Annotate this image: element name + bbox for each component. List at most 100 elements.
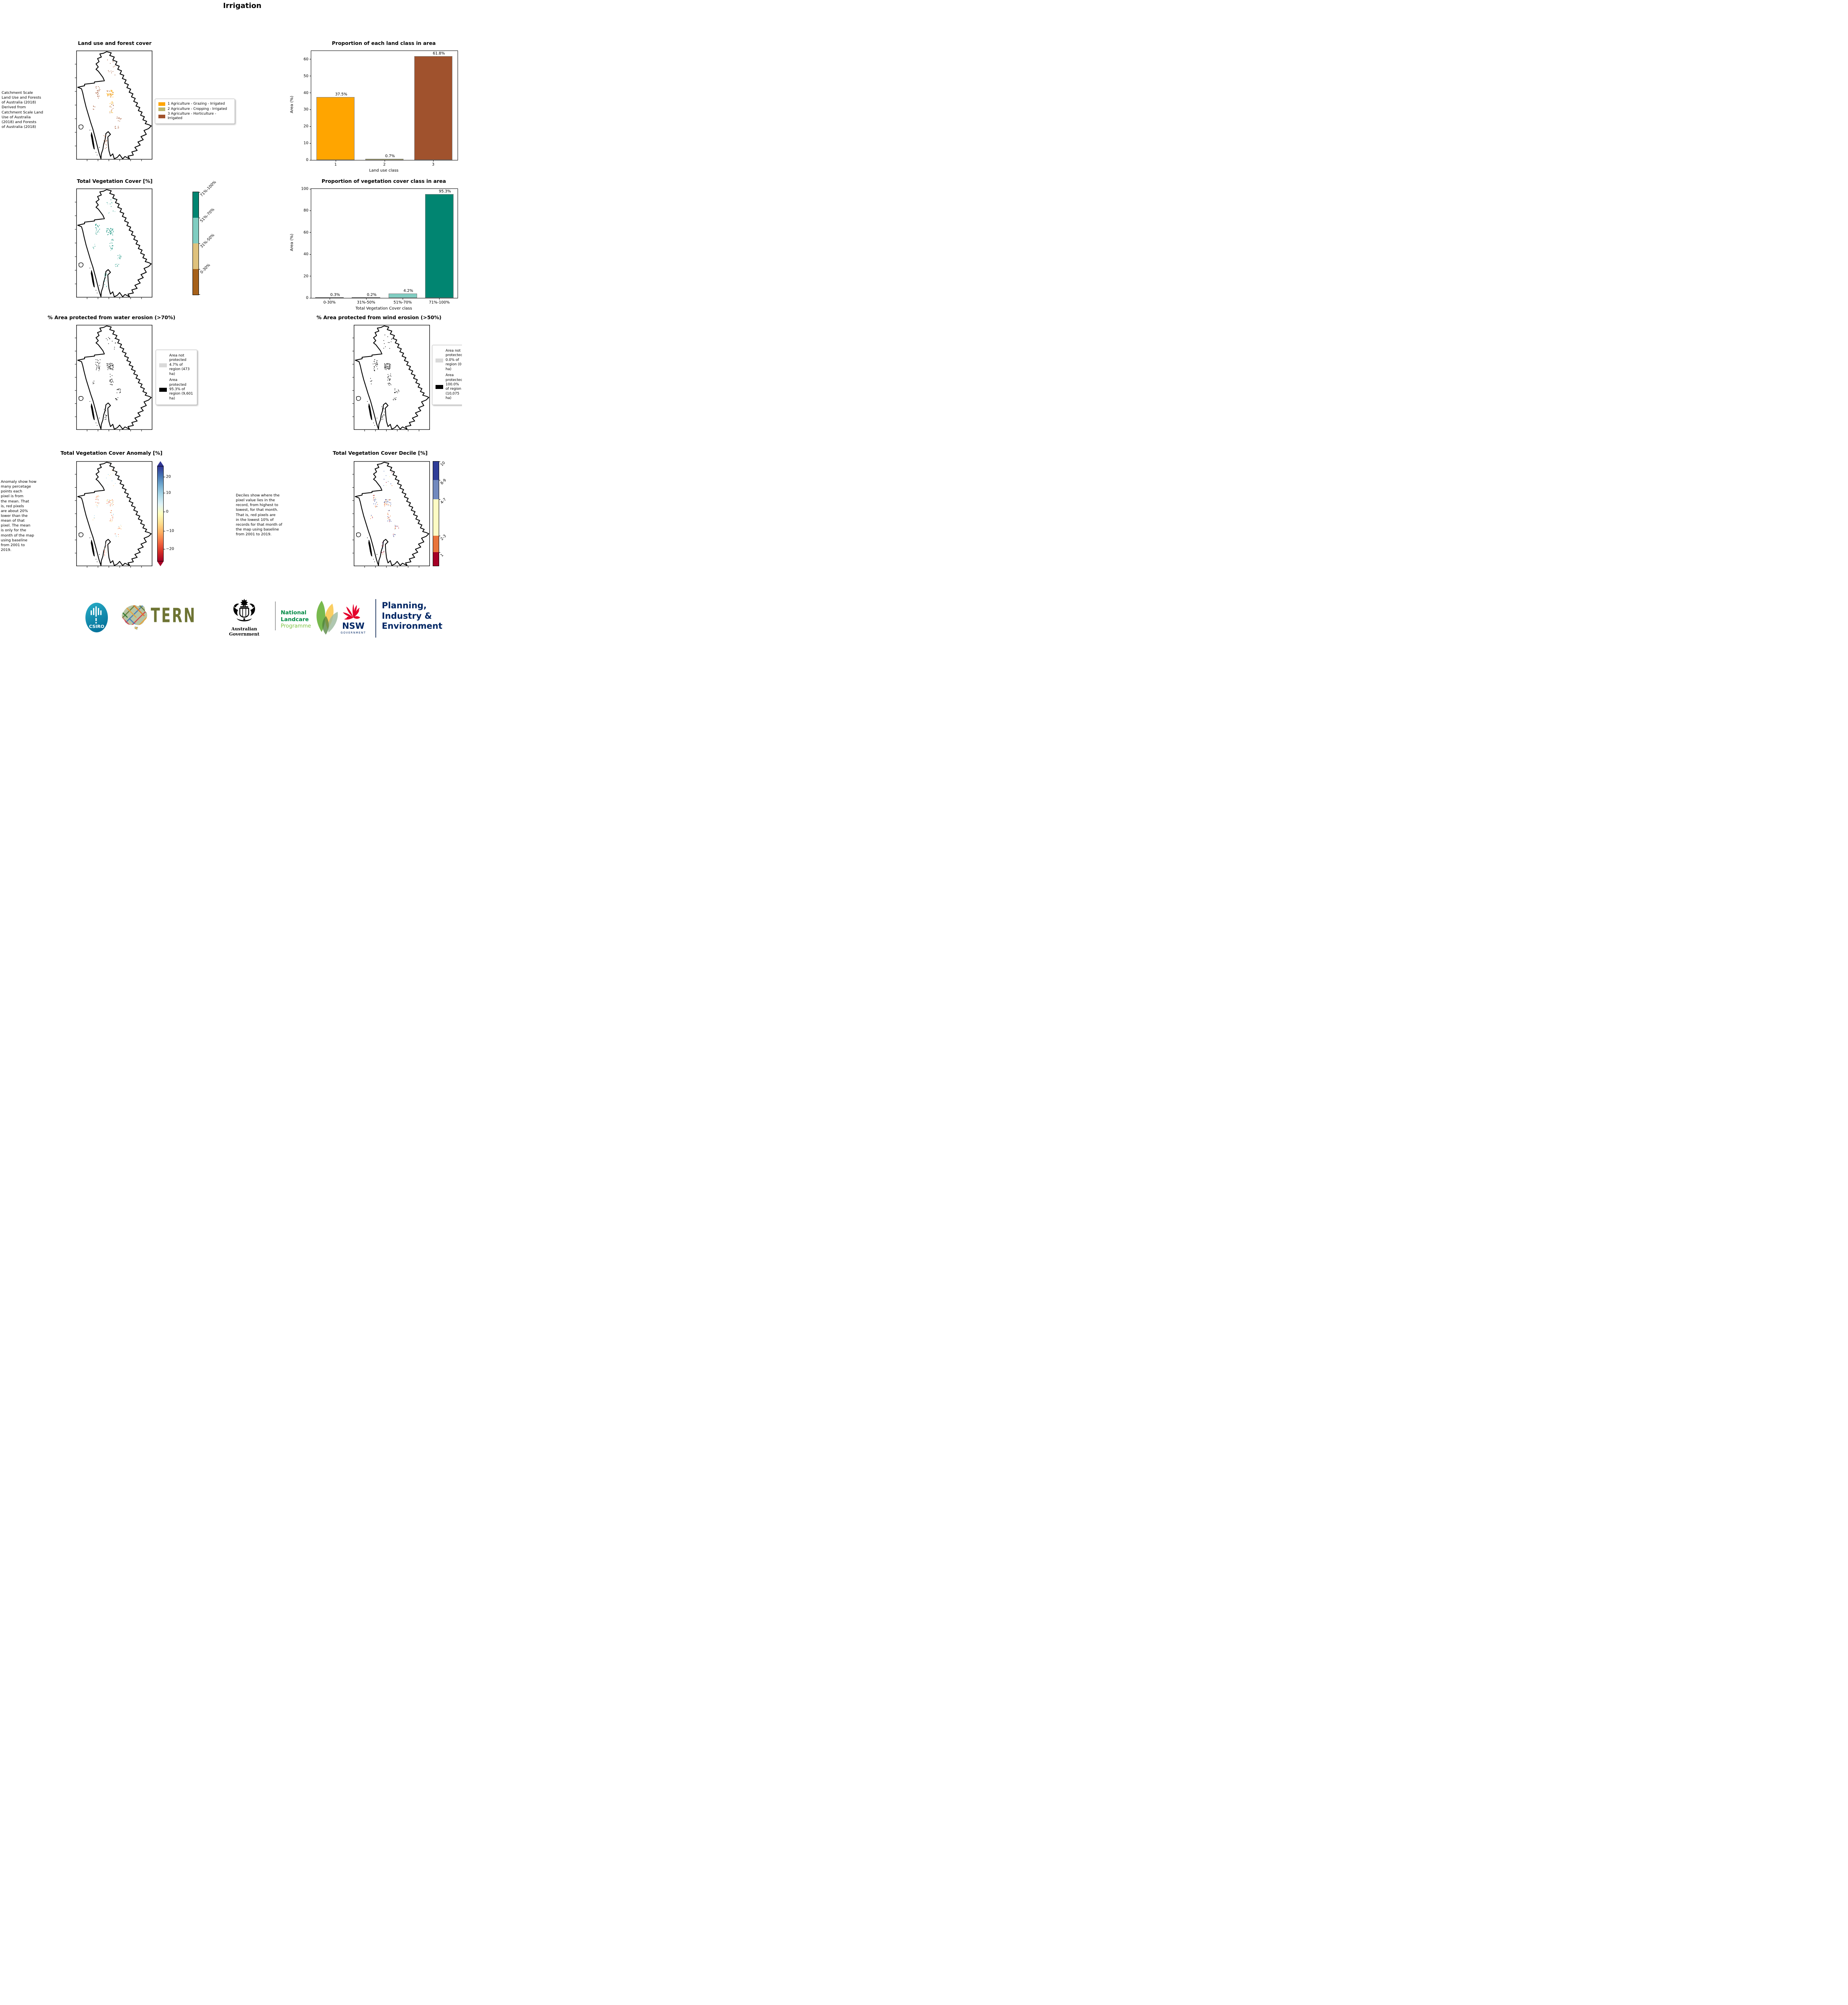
landcare-logo-text: National Landcare Programme bbox=[281, 610, 313, 630]
legend-swatch bbox=[436, 385, 443, 389]
x-tick-label: 1 bbox=[334, 162, 337, 167]
legend-swatch bbox=[159, 363, 167, 367]
map-canvas bbox=[354, 325, 430, 430]
catchment-outline bbox=[355, 462, 430, 566]
colorbar-class-label: 10 bbox=[440, 460, 446, 467]
landuse-chart-xlabel: Land use class bbox=[369, 168, 399, 173]
page-title: Irrigation bbox=[223, 2, 261, 10]
bar-value-label: 0.2% bbox=[367, 293, 377, 297]
y-tick bbox=[310, 143, 311, 144]
landuse-caption: Catchment Scale Land Use and Forests of … bbox=[2, 91, 43, 129]
colorbar-class-label: 2-3 bbox=[440, 533, 447, 541]
map-canvas bbox=[76, 188, 152, 298]
map-pixels bbox=[93, 59, 122, 149]
x-tick-label: 51%-70% bbox=[393, 300, 412, 305]
colorbar-segment bbox=[433, 462, 439, 480]
bar-value-label: 61.8% bbox=[433, 51, 445, 56]
map-canvas bbox=[76, 461, 152, 566]
water-erosion-map bbox=[76, 325, 152, 430]
catchment-outline bbox=[77, 51, 152, 160]
panel-title-decile: Total Vegetation Cover Decile [%] bbox=[332, 450, 428, 456]
colorbar-class-label: 8-9 bbox=[440, 478, 447, 486]
vegcover-chart-ylabel: Area (%) bbox=[290, 233, 294, 251]
legend-label: 3 Agriculture - Horticulture - Irrigated bbox=[168, 112, 216, 121]
vegcover-chart-xlabel: Total Vegetation Cover class bbox=[355, 306, 412, 311]
y-tick-label: 60 bbox=[303, 57, 308, 62]
dpie-logo-text: Planning, Industry & Environment bbox=[382, 601, 442, 632]
legend-swatch bbox=[158, 114, 165, 118]
legend-item: Area not protected 4.7% of region (473 h… bbox=[159, 354, 194, 377]
y-tick bbox=[310, 232, 311, 233]
legend-label: 1 Agriculture - Grazing - Irrigated bbox=[168, 102, 225, 106]
colorbar-tick bbox=[199, 243, 200, 244]
map-canvas bbox=[76, 51, 152, 160]
map-canvas bbox=[354, 461, 430, 566]
bar-value-label: 4.2% bbox=[403, 288, 413, 293]
anomaly-colorbar: 20 10 0 −10 −20 bbox=[157, 461, 174, 566]
y-tick-label: 0 bbox=[306, 296, 308, 300]
landcare-leaves-icon bbox=[316, 601, 338, 635]
legend-swatch bbox=[159, 387, 167, 392]
landuse-legend: 1 Agriculture - Grazing - Irrigated 2 Agr… bbox=[155, 99, 235, 124]
map-pixels bbox=[370, 334, 399, 420]
bar-value-label: 95.3% bbox=[439, 189, 451, 194]
report-page: Irrigation Land use and forest cover Cat… bbox=[0, 0, 462, 640]
anomaly-map bbox=[76, 461, 152, 566]
colorbar-segment bbox=[193, 218, 199, 243]
landcare-line-landcare: Landcare bbox=[281, 616, 309, 623]
colorbar-class-label: 1 bbox=[440, 553, 445, 558]
panel-title-water-erosion: % Area protected from water erosion (>70… bbox=[47, 314, 176, 320]
landuse-bar-chart: 0 10 20 30 40 50 60 37.5% 1 0.7% 2 61.8% 3 bbox=[304, 51, 458, 167]
colorbar-class-label: 4-7 bbox=[440, 497, 447, 505]
decile-map bbox=[354, 461, 430, 566]
legend-item: 2 Agriculture - Cropping - Irrigated bbox=[158, 107, 231, 111]
vegcover-bar-chart: 0 20 40 60 80 100 0.3% 0-30% 0.2% 31%-50% 4.2% 51%-… bbox=[301, 187, 458, 305]
map-pixels bbox=[370, 471, 399, 555]
bar-1 bbox=[316, 97, 355, 160]
bar-3 bbox=[414, 56, 452, 160]
svg-text:CSIRO: CSIRO bbox=[89, 624, 104, 629]
csiro-logo: CSIRO bbox=[85, 602, 108, 633]
vegcover-map bbox=[76, 188, 152, 298]
y-tick-label: 20 bbox=[303, 124, 308, 129]
x-tick bbox=[366, 298, 367, 300]
tern-wordmark: TERN bbox=[151, 604, 197, 627]
wind-erosion-map bbox=[354, 325, 430, 430]
catchment-outline bbox=[77, 462, 152, 566]
colorbar-gradient bbox=[157, 466, 164, 561]
water-erosion-legend: Area not protected 4.7% of region (473 h… bbox=[156, 350, 197, 405]
colorbar-arrow-top bbox=[157, 461, 164, 466]
tern-australia-icon bbox=[122, 605, 147, 630]
vegcover-colorbar: 71%-100% 51%-70% 31%-50% 0-30% bbox=[192, 180, 217, 295]
nsw-waratah-icon bbox=[342, 604, 360, 620]
colorbar-class-label: 31%-50% bbox=[199, 233, 216, 249]
legend-label: Area protected 100.0% of region (10,075 … bbox=[446, 373, 462, 401]
decile-colorbar: 10 8-9 4-7 2-3 1 bbox=[433, 461, 447, 566]
y-tick bbox=[310, 254, 311, 255]
y-tick-label: 80 bbox=[303, 208, 308, 213]
landcare-line-programme: Programme bbox=[281, 623, 311, 629]
legend-label: Area protected 95.3% of region (9,601 ha… bbox=[169, 378, 193, 401]
map-pixels bbox=[93, 198, 122, 287]
x-tick bbox=[433, 160, 434, 162]
legend-label: Area not protected 0.0% of region (0 ha) bbox=[446, 349, 462, 371]
bar-31%-50% bbox=[352, 297, 381, 298]
australian-government-crest-icon bbox=[233, 599, 255, 622]
colorbar-segment bbox=[193, 192, 199, 218]
map-pixels bbox=[92, 337, 121, 420]
x-tick-label: 0-30% bbox=[323, 300, 336, 305]
colorbar-class-label: 71%-100% bbox=[199, 180, 217, 198]
catchment-outline bbox=[355, 325, 430, 430]
csiro-logo-mark: CSIRO bbox=[85, 603, 108, 632]
panel-title-landuse-chart: Proportion of each land class in area bbox=[332, 40, 436, 46]
x-tick bbox=[439, 298, 440, 300]
panel-title-landuse-map: Land use and forest cover bbox=[78, 40, 152, 46]
anomaly-caption: Anomaly show how many percetage points e… bbox=[1, 480, 36, 552]
bar-0-30% bbox=[315, 297, 344, 298]
dpie-line-1: Planning, bbox=[382, 601, 427, 610]
colorbar-segment bbox=[433, 499, 439, 536]
colorbar-tick-label: −10 bbox=[166, 529, 174, 533]
catchment-outline bbox=[77, 325, 152, 430]
footer-divider-2 bbox=[375, 599, 376, 638]
bar-value-label: 37.5% bbox=[335, 92, 347, 97]
